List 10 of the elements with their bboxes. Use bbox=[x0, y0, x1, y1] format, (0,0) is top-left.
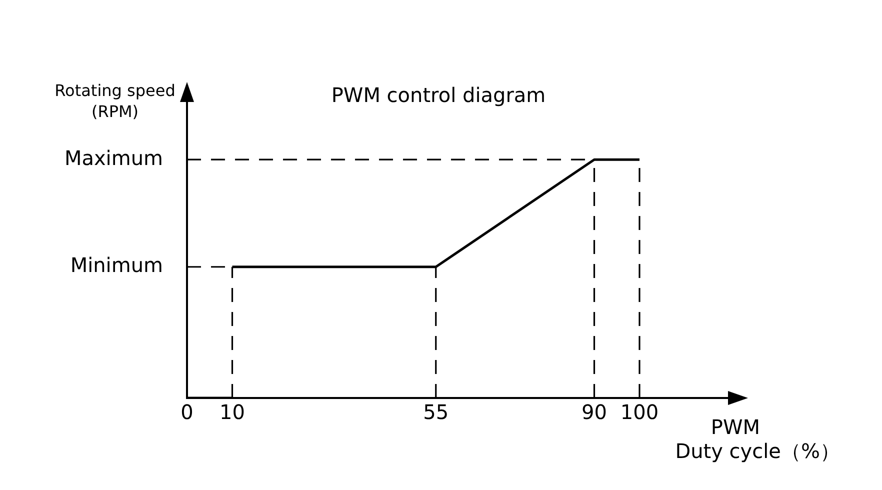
x-tick-label: 100 bbox=[620, 400, 659, 424]
y-axis-title: Rotating speed (RPM) bbox=[54, 81, 176, 122]
annotation: Minimum bbox=[70, 253, 163, 278]
x-tick-label: 55 bbox=[423, 400, 449, 424]
x-tick-label: 90 bbox=[582, 400, 607, 424]
x-tick-label: 0 bbox=[180, 400, 194, 424]
chart-title: PWM control diagram bbox=[331, 83, 546, 108]
x-axis-title: PWM Duty cycle（%） bbox=[675, 415, 840, 464]
x-tick-label: 10 bbox=[220, 400, 245, 424]
annotation: Maximum bbox=[64, 146, 163, 170]
